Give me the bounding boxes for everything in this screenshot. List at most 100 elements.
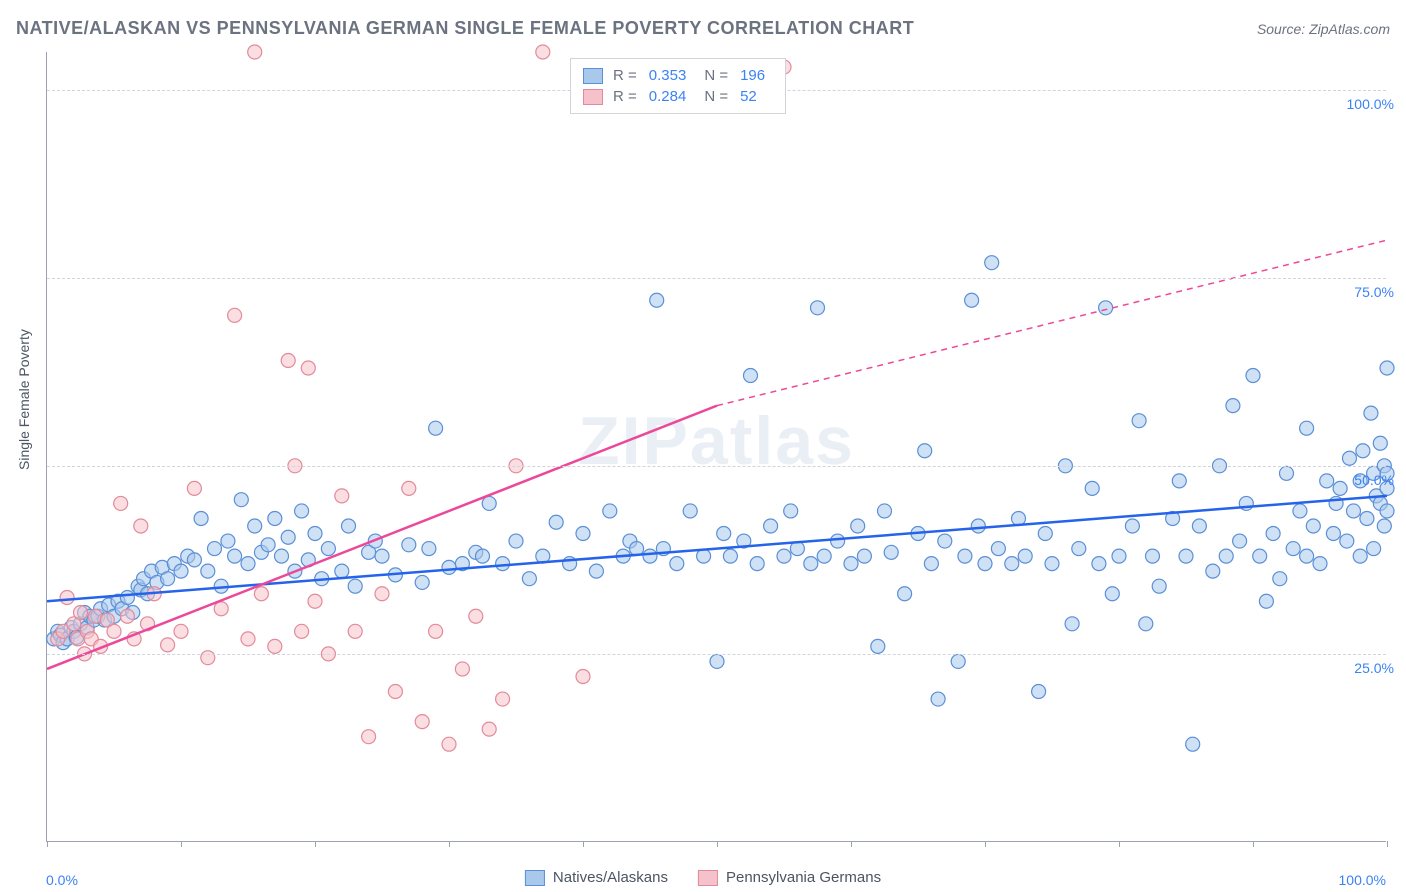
scatter-point [931,692,945,706]
scatter-point [509,534,523,548]
scatter-point [1192,519,1206,533]
scatter-point [670,557,684,571]
stat-n-label: N = [704,67,728,84]
y-tick-label: 100.0% [1347,96,1394,112]
x-tick [985,841,986,847]
scatter-point [1139,617,1153,631]
legend-label: Pennsylvania Germans [726,869,881,886]
stat-r-label: R = [613,88,637,105]
scatter-point [261,538,275,552]
scatter-point [1306,519,1320,533]
scatter-point [201,651,215,665]
scatter-point [1342,451,1356,465]
scatter-point [161,572,175,586]
scatter-point [1360,511,1374,525]
x-tick [1119,841,1120,847]
scatter-point [1045,557,1059,571]
scatter-point [1219,549,1233,563]
gridline [47,278,1386,279]
scatter-point [214,602,228,616]
scatter-point [375,549,389,563]
scatter-point [60,590,74,604]
scatter-point [723,549,737,563]
scatter-point [1233,534,1247,548]
scatter-point [1038,527,1052,541]
scatter-point [898,587,912,601]
scatter-point [375,587,389,601]
scatter-point [650,293,664,307]
scatter-point [918,444,932,458]
scatter-point [1313,557,1327,571]
scatter-point [971,519,985,533]
legend-item: Pennsylvania Germans [698,869,881,886]
x-tick [47,841,48,847]
scatter-point [1146,549,1160,563]
scatter-point [295,504,309,518]
x-tick [717,841,718,847]
series-legend: Natives/Alaskans Pennsylvania Germans [525,869,881,886]
scatter-point [1105,587,1119,601]
scatter-point [804,557,818,571]
scatter-point [1032,685,1046,699]
scatter-point [1018,549,1032,563]
scatter-point [1273,572,1287,586]
plot-svg [47,52,1386,841]
stats-row: R =0.284N =52 [583,86,773,107]
scatter-point [281,353,295,367]
source-name: ZipAtlas.com [1309,21,1390,37]
scatter-point [536,45,550,59]
scatter-point [1326,527,1340,541]
scatter-point [1072,542,1086,556]
scatter-point [1340,534,1354,548]
scatter-point [1065,617,1079,631]
stat-r-value: 0.353 [649,67,687,84]
correlation-stats-box: R =0.353N =196R =0.284N =52 [570,58,786,114]
y-tick-label: 75.0% [1354,284,1394,300]
source-label: Source: [1257,21,1305,37]
scatter-point [228,549,242,563]
scatter-point [281,530,295,544]
scatter-point [549,515,563,529]
scatter-point [442,560,456,574]
scatter-point [811,301,825,315]
gridline [47,654,1386,655]
legend-swatch [525,870,545,886]
scatter-point [924,557,938,571]
x-tick [181,841,182,847]
scatter-point [107,624,121,638]
scatter-point [884,545,898,559]
scatter-point [469,609,483,623]
scatter-point [120,609,134,623]
scatter-point [1380,361,1394,375]
scatter-point [744,369,758,383]
stats-row: R =0.353N =196 [583,65,773,86]
scatter-point [496,557,510,571]
x-tick [851,841,852,847]
scatter-point [938,534,952,548]
scatter-point [442,737,456,751]
scatter-point [301,361,315,375]
scatter-point [422,542,436,556]
scatter-point [1099,301,1113,315]
legend-label: Natives/Alaskans [553,869,668,886]
scatter-point [750,557,764,571]
scatter-point [254,587,268,601]
chart-title: NATIVE/ALASKAN VS PENNSYLVANIA GERMAN SI… [16,18,914,39]
stat-r-label: R = [613,67,637,84]
scatter-point [1320,474,1334,488]
gridline [47,466,1386,467]
scatter-point [851,519,865,533]
scatter-point [208,542,222,556]
scatter-point [415,575,429,589]
scatter-point [429,421,443,435]
scatter-plot: ZIPatlas [46,52,1386,842]
scatter-point [74,606,88,620]
scatter-point [1356,444,1370,458]
legend-swatch [583,89,603,105]
scatter-point [248,45,262,59]
scatter-point [1206,564,1220,578]
scatter-point [248,519,262,533]
scatter-point [683,504,697,518]
scatter-point [1179,549,1193,563]
scatter-point [241,632,255,646]
